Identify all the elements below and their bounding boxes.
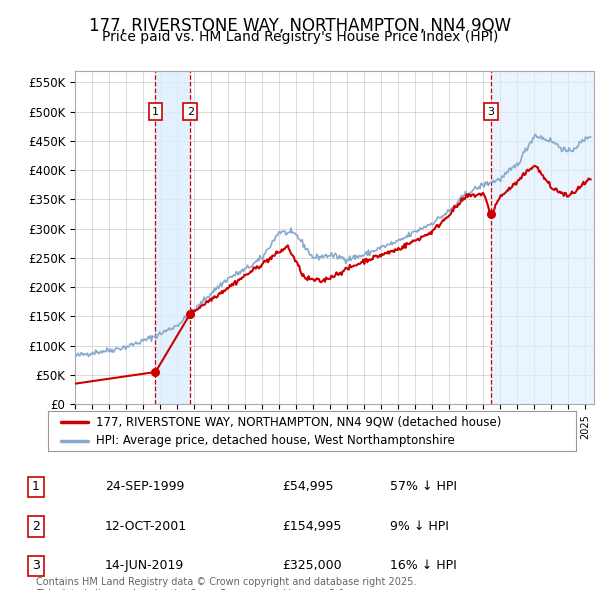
Text: £54,995: £54,995: [282, 480, 334, 493]
Text: Price paid vs. HM Land Registry's House Price Index (HPI): Price paid vs. HM Land Registry's House …: [102, 30, 498, 44]
Text: HPI: Average price, detached house, West Northamptonshire: HPI: Average price, detached house, West…: [95, 434, 454, 447]
Text: £154,995: £154,995: [282, 520, 341, 533]
Text: 1: 1: [152, 107, 159, 117]
Text: 24-SEP-1999: 24-SEP-1999: [105, 480, 184, 493]
Text: 3: 3: [488, 107, 494, 117]
Text: 16% ↓ HPI: 16% ↓ HPI: [390, 559, 457, 572]
Text: 9% ↓ HPI: 9% ↓ HPI: [390, 520, 449, 533]
Text: 3: 3: [32, 559, 40, 572]
Text: 1: 1: [32, 480, 40, 493]
Text: 177, RIVERSTONE WAY, NORTHAMPTON, NN4 9QW (detached house): 177, RIVERSTONE WAY, NORTHAMPTON, NN4 9Q…: [95, 415, 501, 428]
Text: Contains HM Land Registry data © Crown copyright and database right 2025.
This d: Contains HM Land Registry data © Crown c…: [36, 577, 416, 590]
Bar: [155, 71, 190, 404]
Text: 2: 2: [32, 520, 40, 533]
Text: 177, RIVERSTONE WAY, NORTHAMPTON, NN4 9QW: 177, RIVERSTONE WAY, NORTHAMPTON, NN4 9Q…: [89, 17, 511, 35]
Text: 2: 2: [187, 107, 194, 117]
Bar: [491, 71, 594, 404]
Text: 14-JUN-2019: 14-JUN-2019: [105, 559, 184, 572]
Text: £325,000: £325,000: [282, 559, 341, 572]
Text: 57% ↓ HPI: 57% ↓ HPI: [390, 480, 457, 493]
Text: 12-OCT-2001: 12-OCT-2001: [105, 520, 187, 533]
